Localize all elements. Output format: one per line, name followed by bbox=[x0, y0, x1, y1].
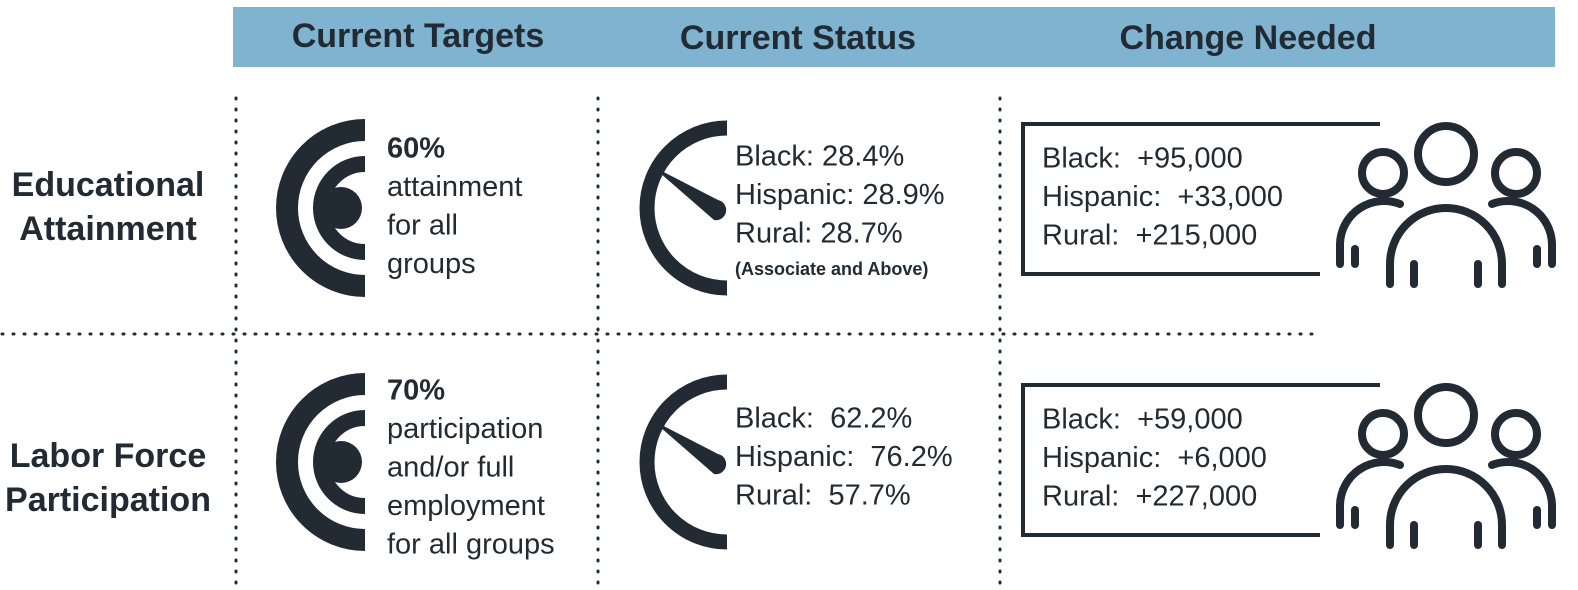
people-icon bbox=[1358, 409, 1408, 459]
target-text: attainment bbox=[387, 171, 522, 203]
column-header: Change Needed bbox=[1120, 19, 1377, 57]
target-text: for all groups bbox=[387, 529, 555, 561]
change-text: Hispanic: +33,000 bbox=[1042, 181, 1283, 213]
people-icon bbox=[1488, 196, 1556, 268]
target-icon bbox=[320, 441, 362, 483]
gauge-icon bbox=[652, 166, 727, 221]
people-icon bbox=[1358, 148, 1408, 198]
people-icon bbox=[1336, 457, 1404, 529]
change-text: Black: +95,000 bbox=[1042, 143, 1243, 175]
status-text: Black: 28.4% bbox=[735, 141, 904, 173]
target-text: groups bbox=[387, 248, 476, 280]
target-text: employment bbox=[387, 490, 545, 522]
row-label: Attainment bbox=[19, 210, 197, 248]
change-box bbox=[1021, 383, 1380, 537]
status-text: Hispanic: 28.9% bbox=[735, 179, 945, 211]
change-text: Hispanic: +6,000 bbox=[1042, 442, 1267, 474]
status-text: Rural: 57.7% bbox=[735, 480, 911, 512]
row-label: Participation bbox=[5, 481, 211, 519]
status-note: (Associate and Above) bbox=[735, 259, 928, 279]
people-icon bbox=[1491, 148, 1541, 198]
people-icon bbox=[1414, 122, 1478, 186]
column-header: Current Targets bbox=[292, 17, 545, 55]
target-text: 60% bbox=[387, 133, 445, 165]
gauge-icon bbox=[652, 420, 727, 475]
gauge-icon bbox=[639, 120, 728, 296]
target-icon bbox=[276, 119, 366, 297]
target-icon bbox=[276, 373, 366, 551]
row-label: Educational bbox=[12, 166, 205, 204]
target-text: 70% bbox=[387, 375, 445, 407]
people-icon bbox=[1386, 465, 1506, 549]
change-text: Rural: +215,000 bbox=[1042, 220, 1257, 252]
status-text: Rural: 28.7% bbox=[735, 218, 903, 250]
target-text: and/or full bbox=[387, 452, 514, 484]
people-icon bbox=[1336, 196, 1404, 268]
change-box bbox=[1021, 122, 1380, 276]
people-icon bbox=[1488, 457, 1556, 529]
target-text: for all bbox=[387, 210, 458, 242]
dividers bbox=[0, 96, 1320, 590]
gauge-icon bbox=[639, 374, 728, 550]
column-header: Current Status bbox=[680, 19, 916, 57]
header-bar bbox=[233, 7, 1555, 67]
change-text: Black: +59,000 bbox=[1042, 404, 1243, 436]
people-icon bbox=[1386, 204, 1506, 288]
target-text: participation bbox=[387, 413, 543, 445]
row-label: Labor Force bbox=[10, 437, 206, 475]
target-icon bbox=[320, 187, 362, 229]
status-text: Hispanic: 76.2% bbox=[735, 441, 953, 473]
change-text: Rural: +227,000 bbox=[1042, 481, 1257, 513]
status-text: Black: 62.2% bbox=[735, 403, 912, 435]
people-icon bbox=[1491, 409, 1541, 459]
people-icon bbox=[1414, 383, 1478, 447]
